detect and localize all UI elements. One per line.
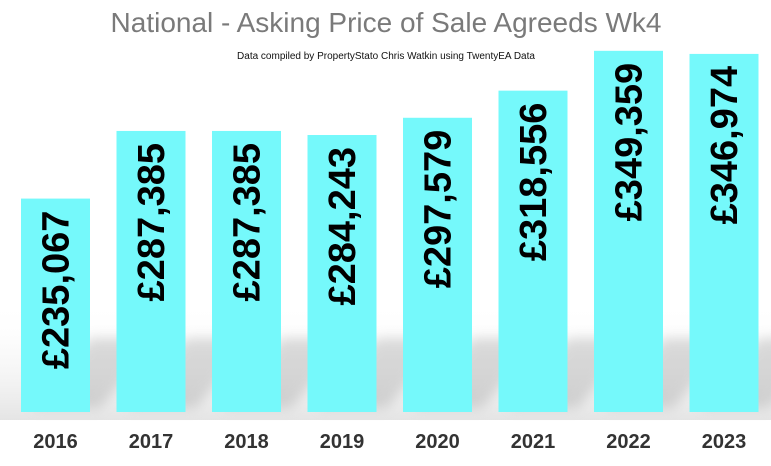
bar-2018	[212, 130, 281, 412]
chart-title: National - Asking Price of Sale Agreeds …	[111, 7, 662, 38]
bar-data-labels: £235,067 £287,385 £287,385 £284,243 £297,579…	[36, 63, 747, 369]
bar-2021	[498, 90, 568, 413]
x-tick-2019: 2019	[320, 431, 365, 453]
chart-subtitle: Data compiled by PropertyStato Chris Wat…	[237, 51, 535, 62]
x-axis-tick-labels: 2016 2017 2018 2019 2020 2021 2022 2023	[33, 431, 746, 453]
x-tick-2018: 2018	[224, 431, 269, 453]
bar-2017	[116, 130, 186, 412]
bar-2016	[21, 198, 90, 412]
x-tick-2021: 2021	[511, 431, 556, 453]
x-tick-2022: 2022	[606, 431, 651, 453]
x-tick-2017: 2017	[129, 431, 174, 453]
data-label-2019: £284,243	[322, 147, 364, 306]
data-label-2020: £297,579	[418, 130, 460, 289]
data-label-2022: £349,359	[609, 63, 651, 222]
data-label-2018: £287,385	[227, 143, 269, 302]
data-label-2023: £346,974	[704, 66, 746, 225]
x-tick-2023: 2023	[702, 431, 747, 453]
x-tick-2016: 2016	[33, 431, 78, 453]
bar-2019	[307, 135, 377, 412]
bar-2023	[689, 53, 759, 413]
bar-2020	[403, 117, 472, 413]
data-label-2016: £235,067	[36, 211, 78, 370]
data-label-2017: £287,385	[131, 143, 173, 302]
bars	[21, 50, 759, 413]
bar-2022	[594, 50, 663, 412]
x-tick-2020: 2020	[415, 431, 460, 453]
data-label-2021: £318,556	[513, 103, 555, 261]
